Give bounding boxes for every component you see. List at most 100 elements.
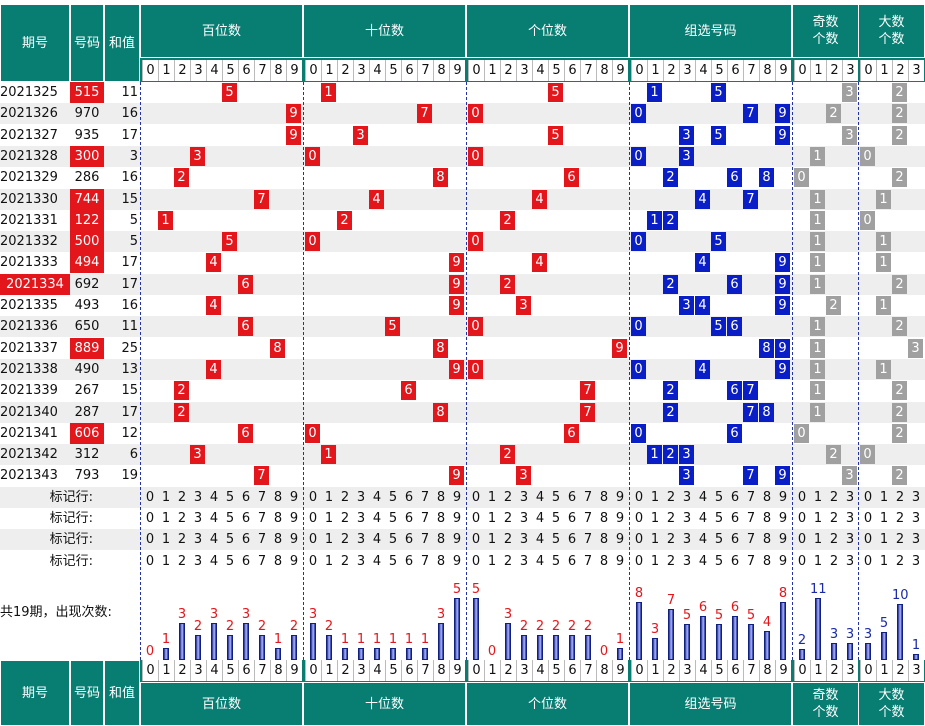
marker-digit[interactable]: 0 <box>863 489 873 505</box>
marker-digit[interactable]: 9 <box>615 489 625 505</box>
marker-digit[interactable]: 6 <box>404 553 414 569</box>
marker-digit[interactable]: 5 <box>388 489 398 505</box>
marker-digit[interactable]: 6 <box>567 489 577 505</box>
marker-digit[interactable]: 2 <box>829 532 839 548</box>
marker-digit[interactable]: 9 <box>289 489 299 505</box>
marker-digit[interactable]: 1 <box>161 532 171 548</box>
marker-digit[interactable]: 7 <box>257 489 267 505</box>
marker-digit[interactable]: 3 <box>911 532 921 548</box>
marker-digit[interactable]: 8 <box>762 489 772 505</box>
marker-digit[interactable]: 6 <box>730 489 740 505</box>
marker-digit[interactable]: 1 <box>879 511 889 526</box>
marker-digit[interactable]: 4 <box>535 511 545 526</box>
marker-digit[interactable]: 7 <box>420 532 430 548</box>
marker-digit[interactable]: 5 <box>551 553 561 569</box>
marker-digit[interactable]: 4 <box>535 532 545 548</box>
marker-digit[interactable]: 1 <box>324 489 334 505</box>
marker-digit[interactable]: 2 <box>895 553 905 569</box>
marker-digit[interactable]: 9 <box>778 511 788 526</box>
marker-digit[interactable]: 0 <box>145 553 155 569</box>
marker-digit[interactable]: 8 <box>273 532 283 548</box>
marker-digit[interactable]: 8 <box>762 532 772 548</box>
marker-digit[interactable]: 1 <box>324 511 334 526</box>
marker-digit[interactable]: 2 <box>666 511 676 526</box>
marker-digit[interactable]: 0 <box>308 532 318 548</box>
marker-digit[interactable]: 4 <box>372 553 382 569</box>
marker-digit[interactable]: 9 <box>289 532 299 548</box>
marker-digit[interactable]: 9 <box>778 553 788 569</box>
marker-digit[interactable]: 0 <box>634 532 644 548</box>
marker-digit[interactable]: 8 <box>436 532 446 548</box>
marker-digit[interactable]: 6 <box>404 532 414 548</box>
marker-digit[interactable]: 5 <box>714 532 724 548</box>
marker-digit[interactable]: 9 <box>778 489 788 505</box>
marker-digit[interactable]: 0 <box>797 532 807 548</box>
marker-digit[interactable]: 3 <box>911 489 921 505</box>
marker-digit[interactable]: 4 <box>535 553 545 569</box>
marker-digit[interactable]: 8 <box>762 511 772 526</box>
marker-digit[interactable]: 8 <box>436 553 446 569</box>
marker-digit[interactable]: 1 <box>487 489 497 505</box>
marker-digit[interactable]: 5 <box>225 489 235 505</box>
marker-digit[interactable]: 2 <box>503 489 513 505</box>
marker-digit[interactable]: 1 <box>813 511 823 526</box>
marker-digit[interactable]: 7 <box>257 553 267 569</box>
marker-digit[interactable]: 2 <box>829 511 839 526</box>
marker-digit[interactable]: 8 <box>436 489 446 505</box>
marker-digit[interactable]: 6 <box>404 511 414 526</box>
marker-digit[interactable]: 3 <box>519 489 529 505</box>
marker-digit[interactable]: 3 <box>845 511 855 526</box>
marker-digit[interactable]: 5 <box>225 532 235 548</box>
marker-digit[interactable]: 5 <box>225 511 235 526</box>
marker-digit[interactable]: 2 <box>895 511 905 526</box>
marker-digit[interactable]: 6 <box>730 532 740 548</box>
marker-digit[interactable]: 2 <box>503 532 513 548</box>
marker-digit[interactable]: 7 <box>420 489 430 505</box>
marker-digit[interactable]: 0 <box>863 553 873 569</box>
marker-digit[interactable]: 4 <box>698 489 708 505</box>
marker-digit[interactable]: 6 <box>567 511 577 526</box>
marker-digit[interactable]: 2 <box>666 489 676 505</box>
marker-digit[interactable]: 1 <box>879 489 889 505</box>
marker-digit[interactable]: 5 <box>388 511 398 526</box>
marker-digit[interactable]: 2 <box>177 532 187 548</box>
marker-digit[interactable]: 7 <box>583 489 593 505</box>
marker-digit[interactable]: 0 <box>634 511 644 526</box>
marker-digit[interactable]: 9 <box>452 511 462 526</box>
marker-digit[interactable]: 5 <box>714 489 724 505</box>
marker-digit[interactable]: 1 <box>487 553 497 569</box>
marker-digit[interactable]: 3 <box>356 553 366 569</box>
marker-digit[interactable]: 0 <box>634 553 644 569</box>
marker-digit[interactable]: 3 <box>845 532 855 548</box>
marker-digit[interactable]: 6 <box>404 489 414 505</box>
marker-digit[interactable]: 5 <box>714 511 724 526</box>
marker-digit[interactable]: 7 <box>420 511 430 526</box>
marker-digit[interactable]: 0 <box>471 489 481 505</box>
marker-digit[interactable]: 3 <box>356 511 366 526</box>
marker-digit[interactable]: 1 <box>813 532 823 548</box>
marker-digit[interactable]: 7 <box>420 553 430 569</box>
marker-digit[interactable]: 7 <box>746 553 756 569</box>
marker-digit[interactable]: 1 <box>487 511 497 526</box>
marker-digit[interactable]: 7 <box>746 511 756 526</box>
marker-digit[interactable]: 1 <box>161 553 171 569</box>
marker-digit[interactable]: 2 <box>340 489 350 505</box>
marker-digit[interactable]: 3 <box>519 532 529 548</box>
marker-digit[interactable]: 2 <box>340 511 350 526</box>
marker-digit[interactable]: 0 <box>308 489 318 505</box>
marker-digit[interactable]: 5 <box>225 553 235 569</box>
marker-digit[interactable]: 1 <box>650 511 660 526</box>
marker-digit[interactable]: 6 <box>730 553 740 569</box>
marker-digit[interactable]: 3 <box>845 553 855 569</box>
marker-digit[interactable]: 4 <box>535 489 545 505</box>
marker-digit[interactable]: 4 <box>698 532 708 548</box>
marker-digit[interactable]: 1 <box>324 553 334 569</box>
marker-digit[interactable]: 3 <box>356 532 366 548</box>
marker-digit[interactable]: 8 <box>273 553 283 569</box>
marker-digit[interactable]: 2 <box>895 489 905 505</box>
marker-digit[interactable]: 2 <box>666 553 676 569</box>
marker-digit[interactable]: 3 <box>911 553 921 569</box>
marker-digit[interactable]: 1 <box>487 532 497 548</box>
marker-digit[interactable]: 8 <box>273 489 283 505</box>
marker-digit[interactable]: 4 <box>209 511 219 526</box>
